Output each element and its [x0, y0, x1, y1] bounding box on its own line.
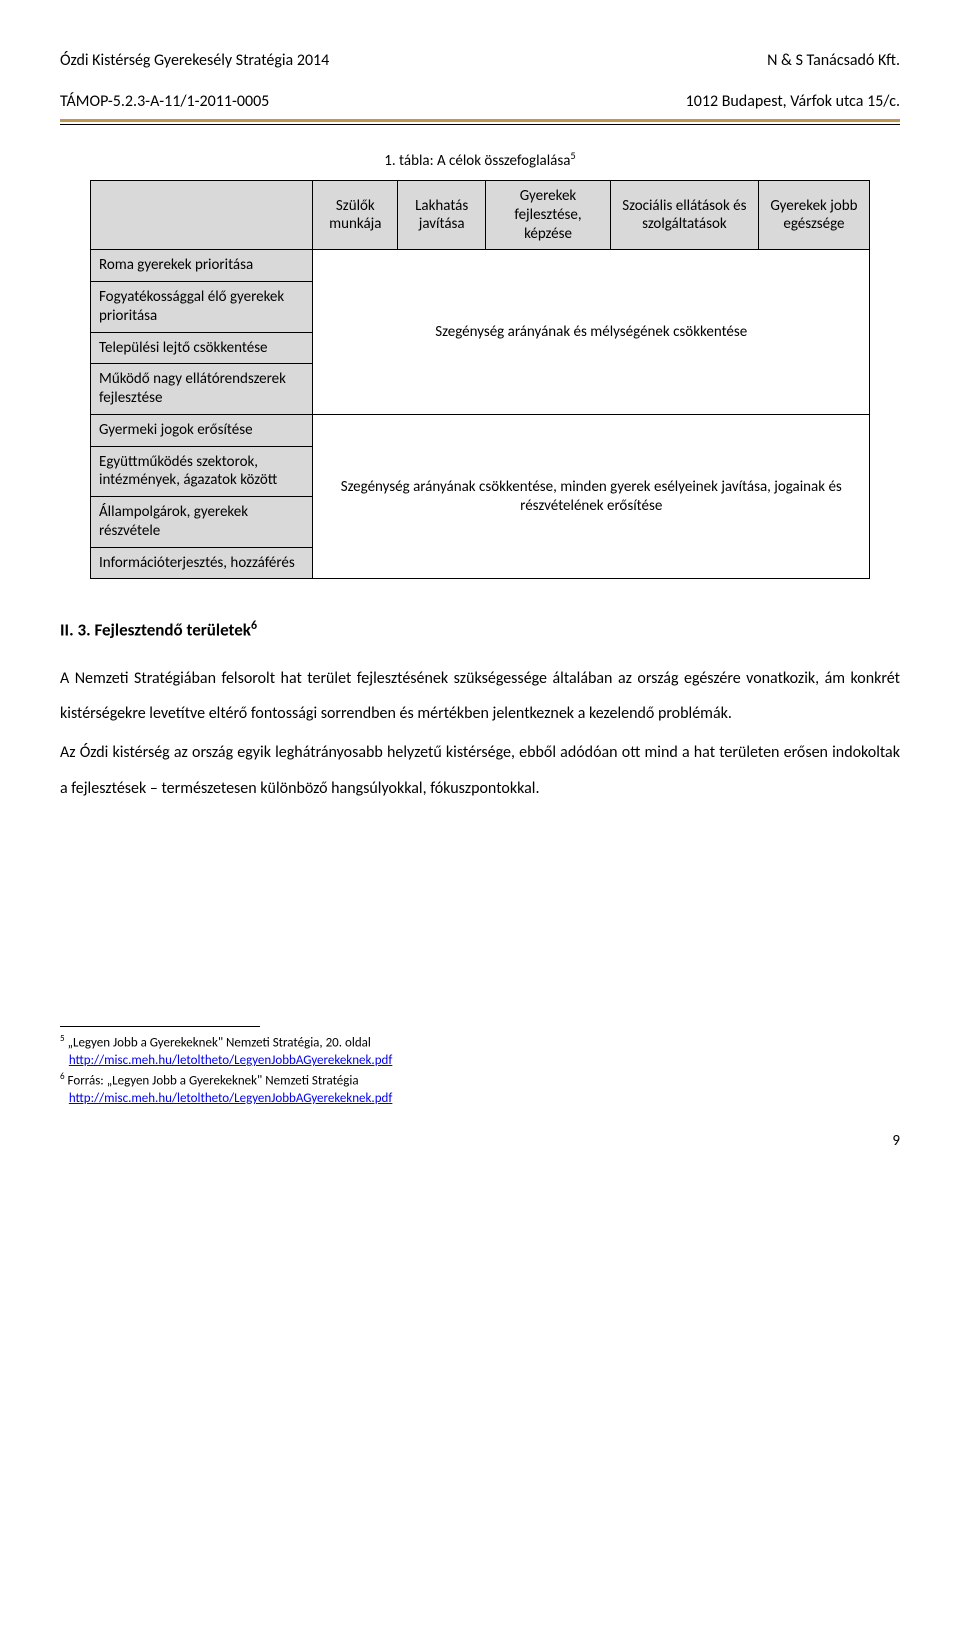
row-label-4: Működő nagy ellátórendszerek fejlesztése — [91, 364, 313, 415]
row-label-5: Gyermeki jogok erősítése — [91, 414, 313, 446]
col-header-3: Gyerekek fejlesztése, képzése — [486, 181, 611, 250]
table-caption: 1. tábla: A célok összefoglalása5 — [60, 149, 900, 170]
footnote-5-text: „Legyen Jobb a Gyerekeknek" Nemzeti Stra… — [65, 1035, 371, 1050]
header-left: Ózdi Kistérség Gyerekesély Stratégia 201… — [60, 30, 329, 113]
header-right-line2: 1012 Budapest, Várfok utca 15/c. — [686, 92, 900, 111]
header-right: N & S Tanácsadó Kft. 1012 Budapest, Várf… — [686, 30, 900, 113]
footnotes-divider — [60, 1026, 260, 1027]
goals-table: Szülők munkája Lakhatás javítása Gyereke… — [90, 180, 870, 579]
merged-top-cell: Szegénység arányának és mélységének csök… — [313, 250, 870, 415]
page-number: 9 — [60, 1132, 900, 1150]
footnote-5-link[interactable]: http://misc.meh.hu/letoltheto/LegyenJobb… — [69, 1053, 393, 1068]
footnote-5: 5 „Legyen Jobb a Gyerekeknek" Nemzeti St… — [60, 1033, 900, 1071]
footnote-6-text: Forrás: „Legyen Jobb a Gyerekeknek" Nemz… — [65, 1073, 359, 1088]
row-label-3: Települési lejtő csökkentése — [91, 332, 313, 364]
col-header-4: Szociális ellátások és szolgáltatások — [610, 181, 758, 250]
table-caption-text: 1. tábla: A célok összefoglalása — [384, 152, 570, 170]
section-heading-sup: 6 — [251, 619, 257, 633]
footnotes: 5 „Legyen Jobb a Gyerekeknek" Nemzeti St… — [60, 1033, 900, 1108]
row-label-6: Együttműködés szektorok, intézmények, ág… — [91, 446, 313, 497]
paragraph-2: Az Ózdi kistérség az ország egyik leghát… — [60, 735, 900, 805]
header-right-line1: N & S Tanácsadó Kft. — [767, 51, 900, 70]
footnote-6: 6 Forrás: „Legyen Jobb a Gyerekeknek" Ne… — [60, 1071, 900, 1109]
page-header: Ózdi Kistérség Gyerekesély Stratégia 201… — [60, 30, 900, 113]
header-divider-thick — [60, 119, 900, 122]
col-header-1: Szülők munkája — [313, 181, 398, 250]
header-left-line1: Ózdi Kistérség Gyerekesély Stratégia 201… — [60, 51, 329, 70]
table-row: Roma gyerekek prioritása Szegénység arán… — [91, 250, 870, 282]
col-header-2: Lakhatás javítása — [398, 181, 486, 250]
footnote-6-link[interactable]: http://misc.meh.hu/letoltheto/LegyenJobb… — [69, 1091, 393, 1106]
merged-bottom-cell: Szegénység arányának csökkentése, minden… — [313, 414, 870, 579]
table-caption-sup: 5 — [570, 149, 575, 162]
section-heading: II. 3. Fejlesztendő területek6 — [60, 619, 900, 641]
row-label-1: Roma gyerekek prioritása — [91, 250, 313, 282]
body-text: A Nemzeti Stratégiában felsorolt hat ter… — [60, 661, 900, 806]
corner-cell — [91, 181, 313, 250]
row-label-2: Fogyatékossággal élő gyerekek prioritása — [91, 282, 313, 333]
col-header-5: Gyerekek jobb egészsége — [758, 181, 869, 250]
section-heading-text: II. 3. Fejlesztendő területek — [60, 620, 251, 641]
header-left-line2: TÁMOP-5.2.3-A-11/1-2011-0005 — [60, 92, 269, 111]
row-label-8: Információterjesztés, hozzáférés — [91, 547, 313, 579]
table-header-row: Szülők munkája Lakhatás javítása Gyereke… — [91, 181, 870, 250]
paragraph-1: A Nemzeti Stratégiában felsorolt hat ter… — [60, 661, 900, 731]
row-label-7: Állampolgárok, gyerekek részvétele — [91, 497, 313, 548]
header-divider-thin — [60, 124, 900, 125]
table-row: Gyermeki jogok erősítése Szegénység arán… — [91, 414, 870, 446]
